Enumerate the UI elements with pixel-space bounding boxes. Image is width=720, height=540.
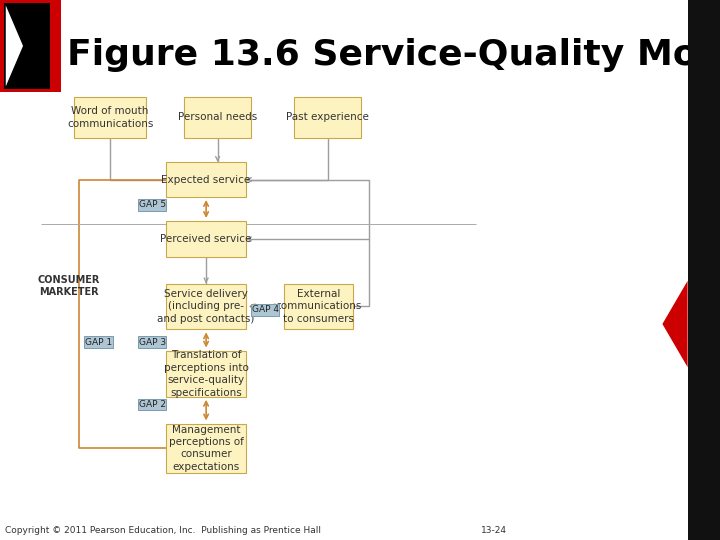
Text: CONSUMER
MARKETER: CONSUMER MARKETER [38,275,100,297]
Text: Personal needs: Personal needs [178,112,257,123]
Text: Translation of
perceptions into
service-quality
specifications: Translation of perceptions into service-… [163,350,248,397]
FancyBboxPatch shape [251,304,279,316]
Text: Copyright © 2011 Pearson Education, Inc.  Publishing as Prentice Hall: Copyright © 2011 Pearson Education, Inc.… [5,525,321,535]
FancyBboxPatch shape [294,97,361,138]
FancyBboxPatch shape [166,424,246,472]
FancyBboxPatch shape [84,336,112,348]
Text: Word of mouth
communications: Word of mouth communications [67,106,153,129]
Text: Figure 13.6 Service-Quality Model: Figure 13.6 Service-Quality Model [66,38,720,72]
FancyBboxPatch shape [166,284,246,329]
Text: GAP 3: GAP 3 [139,338,166,347]
Text: GAP 4: GAP 4 [251,306,279,314]
Text: 13-24: 13-24 [481,525,507,535]
Text: GAP 5: GAP 5 [139,200,166,209]
FancyBboxPatch shape [184,97,251,138]
Text: Perceived service: Perceived service [161,234,252,244]
Text: Past experience: Past experience [287,112,369,123]
Text: Management
perceptions of
consumer
expectations: Management perceptions of consumer expec… [168,424,243,472]
FancyBboxPatch shape [138,399,166,410]
FancyBboxPatch shape [74,97,146,138]
FancyBboxPatch shape [166,221,246,256]
FancyBboxPatch shape [166,162,246,197]
Text: External
communications
to consumers: External communications to consumers [276,289,362,324]
FancyBboxPatch shape [166,351,246,397]
FancyBboxPatch shape [284,284,354,329]
Text: GAP 1: GAP 1 [85,338,112,347]
FancyBboxPatch shape [138,199,166,211]
Text: Expected service: Expected service [161,174,251,185]
Text: GAP 2: GAP 2 [139,400,166,409]
Text: Service delivery
(including pre-
and post contacts): Service delivery (including pre- and pos… [158,289,255,324]
FancyBboxPatch shape [138,336,166,348]
